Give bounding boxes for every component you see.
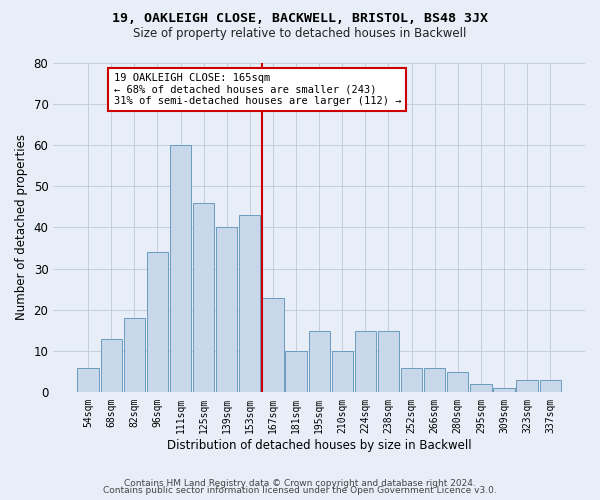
Y-axis label: Number of detached properties: Number of detached properties (15, 134, 28, 320)
Bar (193, 202, 214, 392)
Text: Size of property relative to detached houses in Backwell: Size of property relative to detached ho… (133, 28, 467, 40)
Bar (539, 380, 561, 392)
Bar (401, 368, 422, 392)
X-axis label: Distribution of detached houses by size in Backwell: Distribution of detached houses by size … (167, 440, 472, 452)
Bar (447, 372, 469, 392)
Bar (378, 330, 399, 392)
Bar (286, 351, 307, 393)
Text: 19 OAKLEIGH CLOSE: 165sqm
← 68% of detached houses are smaller (243)
31% of semi: 19 OAKLEIGH CLOSE: 165sqm ← 68% of detac… (113, 73, 401, 106)
Bar (216, 228, 238, 392)
Bar (147, 252, 168, 392)
Bar (262, 298, 284, 392)
Text: Contains HM Land Registry data © Crown copyright and database right 2024.: Contains HM Land Registry data © Crown c… (124, 478, 476, 488)
Text: 19, OAKLEIGH CLOSE, BACKWELL, BRISTOL, BS48 3JX: 19, OAKLEIGH CLOSE, BACKWELL, BRISTOL, B… (112, 12, 488, 26)
Bar (470, 384, 491, 392)
Text: Contains public sector information licensed under the Open Government Licence v3: Contains public sector information licen… (103, 486, 497, 495)
Bar (308, 330, 330, 392)
Bar (124, 318, 145, 392)
Bar (493, 388, 515, 392)
Bar (355, 330, 376, 392)
Bar (517, 380, 538, 392)
Bar (77, 368, 99, 392)
Bar (239, 215, 260, 392)
Bar (170, 145, 191, 392)
Bar (424, 368, 445, 392)
Bar (101, 339, 122, 392)
Bar (332, 351, 353, 393)
